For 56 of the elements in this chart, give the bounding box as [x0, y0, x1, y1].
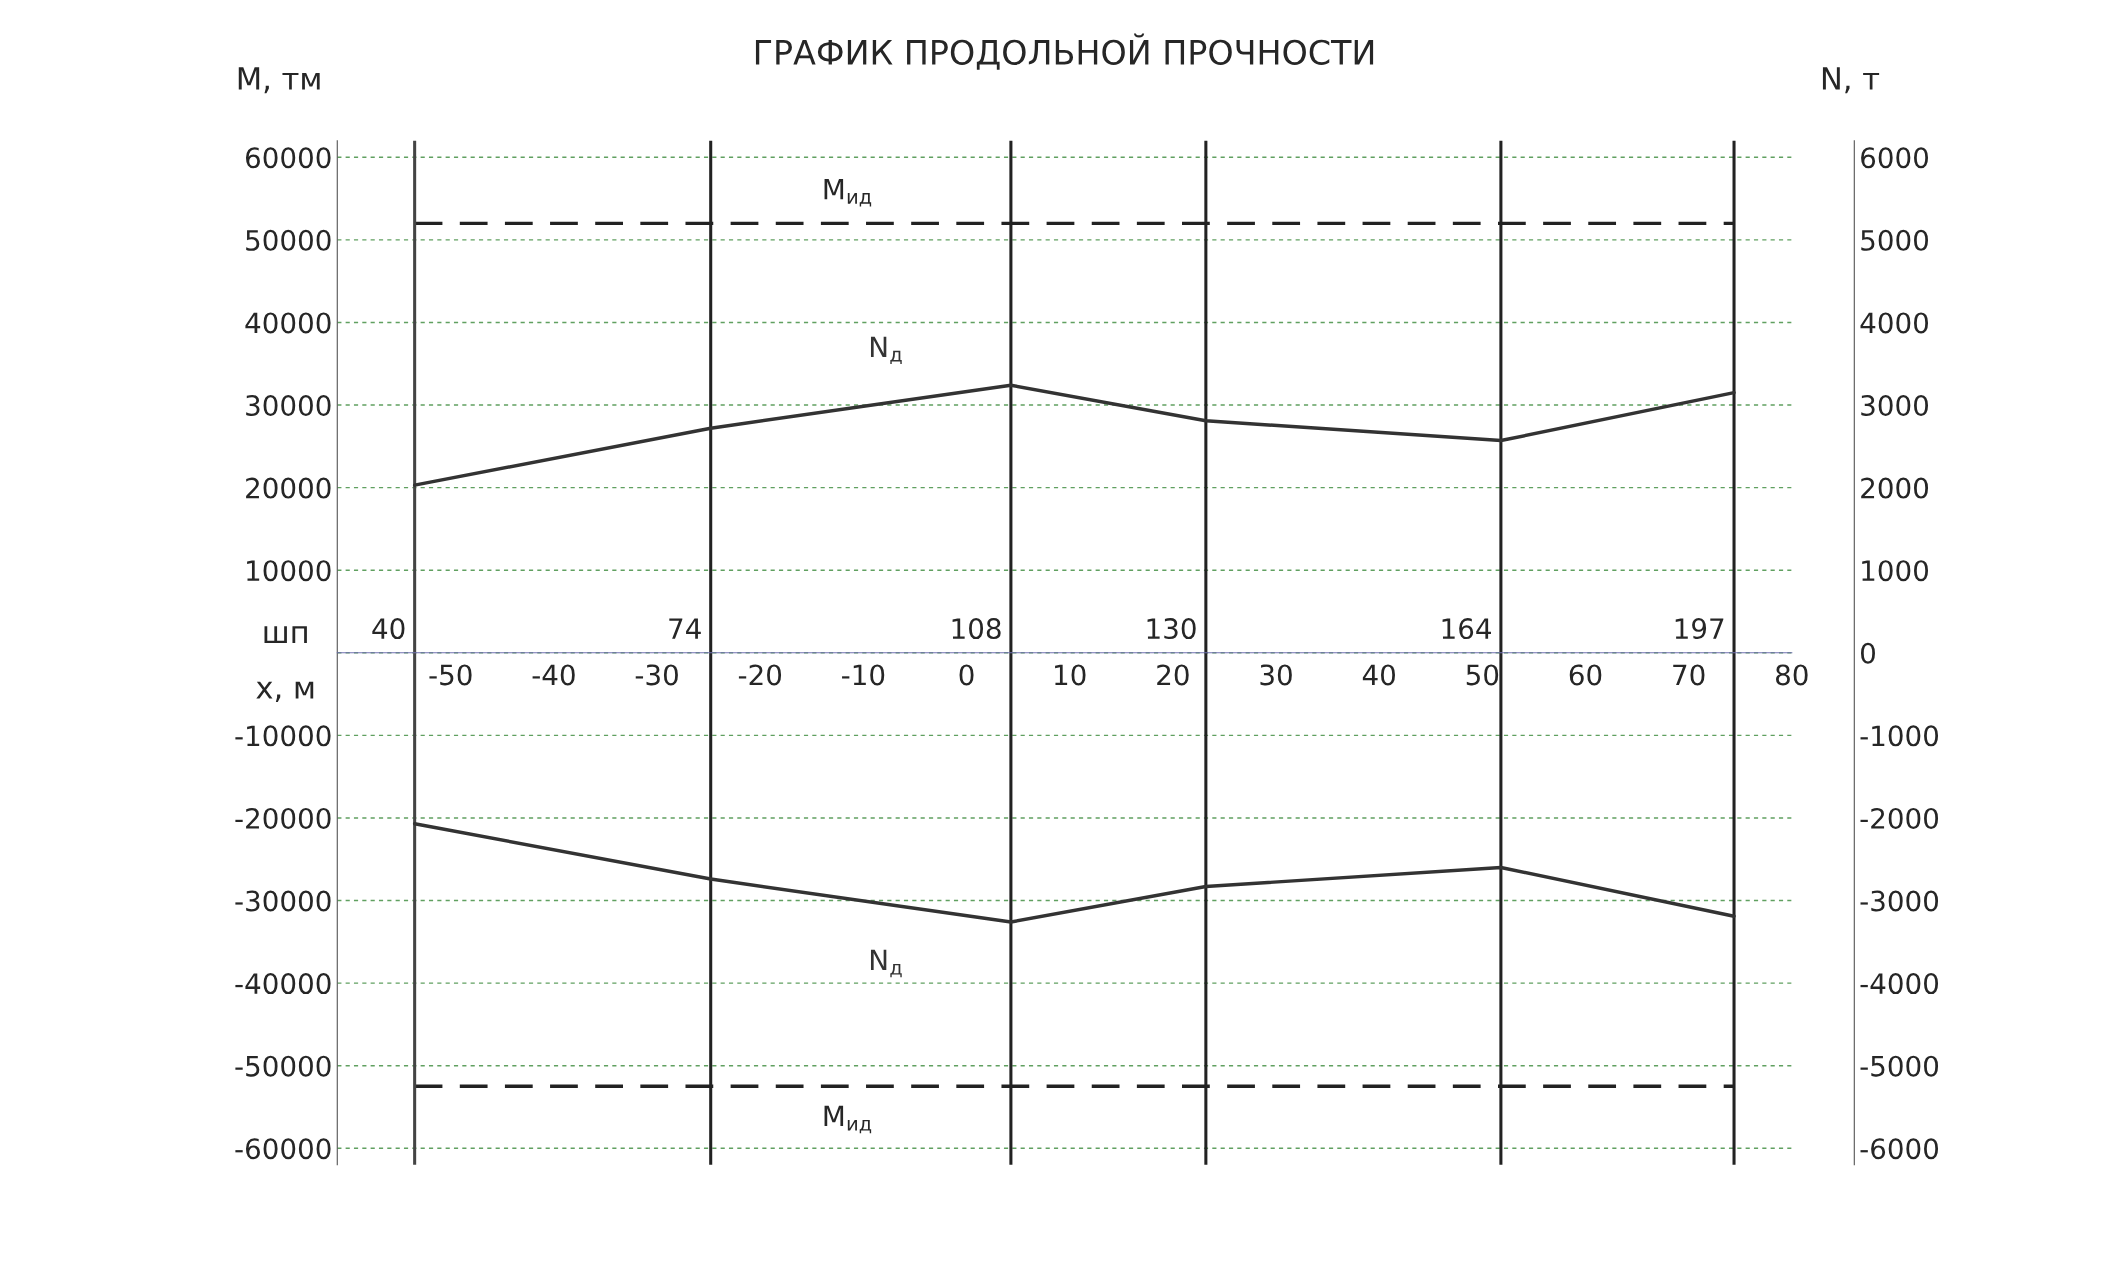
x-tick-label: 60: [1569, 664, 1602, 686]
y2-tick-label: 3000: [1861, 395, 1929, 417]
x-tick-label: -10: [842, 664, 885, 686]
y2-tick-label: 4000: [1860, 312, 1929, 334]
y-tick-label: -30000: [235, 890, 331, 912]
y-tick-label: -20000: [235, 807, 331, 829]
y2-tick-label: -3000: [1860, 890, 1939, 912]
y-tick-label: -60000: [235, 1138, 331, 1160]
y2-tick-label: 2000: [1861, 477, 1929, 499]
y2-axis-title: N, т: [1822, 67, 1880, 94]
y2-tick-label: 5000: [1861, 229, 1929, 251]
y2-tick-label: 1000: [1862, 560, 1929, 582]
x-tick-label: 40: [1362, 664, 1395, 686]
annotation: 130: [1147, 618, 1196, 640]
y-tick-label: 40000: [245, 312, 331, 334]
x-tick-label: -30: [635, 664, 678, 686]
y-tick-label: -40000: [235, 973, 331, 995]
y2-tick-label: -1000: [1860, 725, 1939, 747]
annotation: 108: [952, 618, 1001, 640]
x-tick-label: -50: [429, 664, 472, 686]
x-tick-label: 20: [1157, 664, 1189, 686]
y-tick-label: -10000: [235, 725, 331, 747]
y-tick-label: 60000: [245, 147, 331, 169]
y2-tick-label: 0: [1860, 642, 1875, 664]
annotation: 40: [372, 618, 405, 640]
series-label: N$_{д}$: [870, 949, 902, 978]
x-tick-label: 70: [1673, 664, 1705, 686]
x-tick-label: 80: [1776, 664, 1808, 686]
line-series: [412, 822, 1736, 924]
y-tick-label: 30000: [246, 395, 331, 417]
annotation: 164: [1442, 618, 1491, 640]
y-axis-title: M, тм: [238, 67, 320, 94]
y-tick-label: -50000: [235, 1055, 331, 1077]
text: шп: [264, 626, 307, 644]
y-tick-label: 50000: [246, 229, 331, 251]
y2-tick-label: -4000: [1860, 973, 1939, 995]
y2-tick-label: -2000: [1860, 807, 1939, 829]
y2-tick-label: -5000: [1860, 1055, 1939, 1077]
annotation: 197: [1675, 618, 1724, 640]
y2-tick-label: -6000: [1860, 1138, 1939, 1160]
ref-line-label: M$_{ид}$: [824, 178, 872, 207]
x-tick-label: 50: [1466, 664, 1499, 686]
y2-tick-label: 6000: [1861, 147, 1929, 169]
chart-title: ГРАФИК ПРОДОЛЬНОЙ ПРОЧНОСТИ: [755, 33, 1374, 70]
ref-line-label: M$_{ид}$: [824, 1105, 872, 1134]
x-tick-label: 10: [1055, 664, 1086, 686]
x-tick-label: -20: [738, 664, 782, 686]
x-axis-title: x, м: [256, 681, 314, 702]
line-series: [412, 383, 1736, 487]
x-tick-label: 30: [1260, 664, 1292, 686]
series-label: N$_{д}$: [870, 336, 902, 365]
x-tick-label: 0: [959, 664, 974, 686]
x-tick-label: -40: [532, 664, 575, 686]
y-tick-label: 20000: [246, 477, 331, 499]
y-tick-label: 10000: [247, 560, 331, 582]
annotation: 74: [669, 618, 701, 639]
